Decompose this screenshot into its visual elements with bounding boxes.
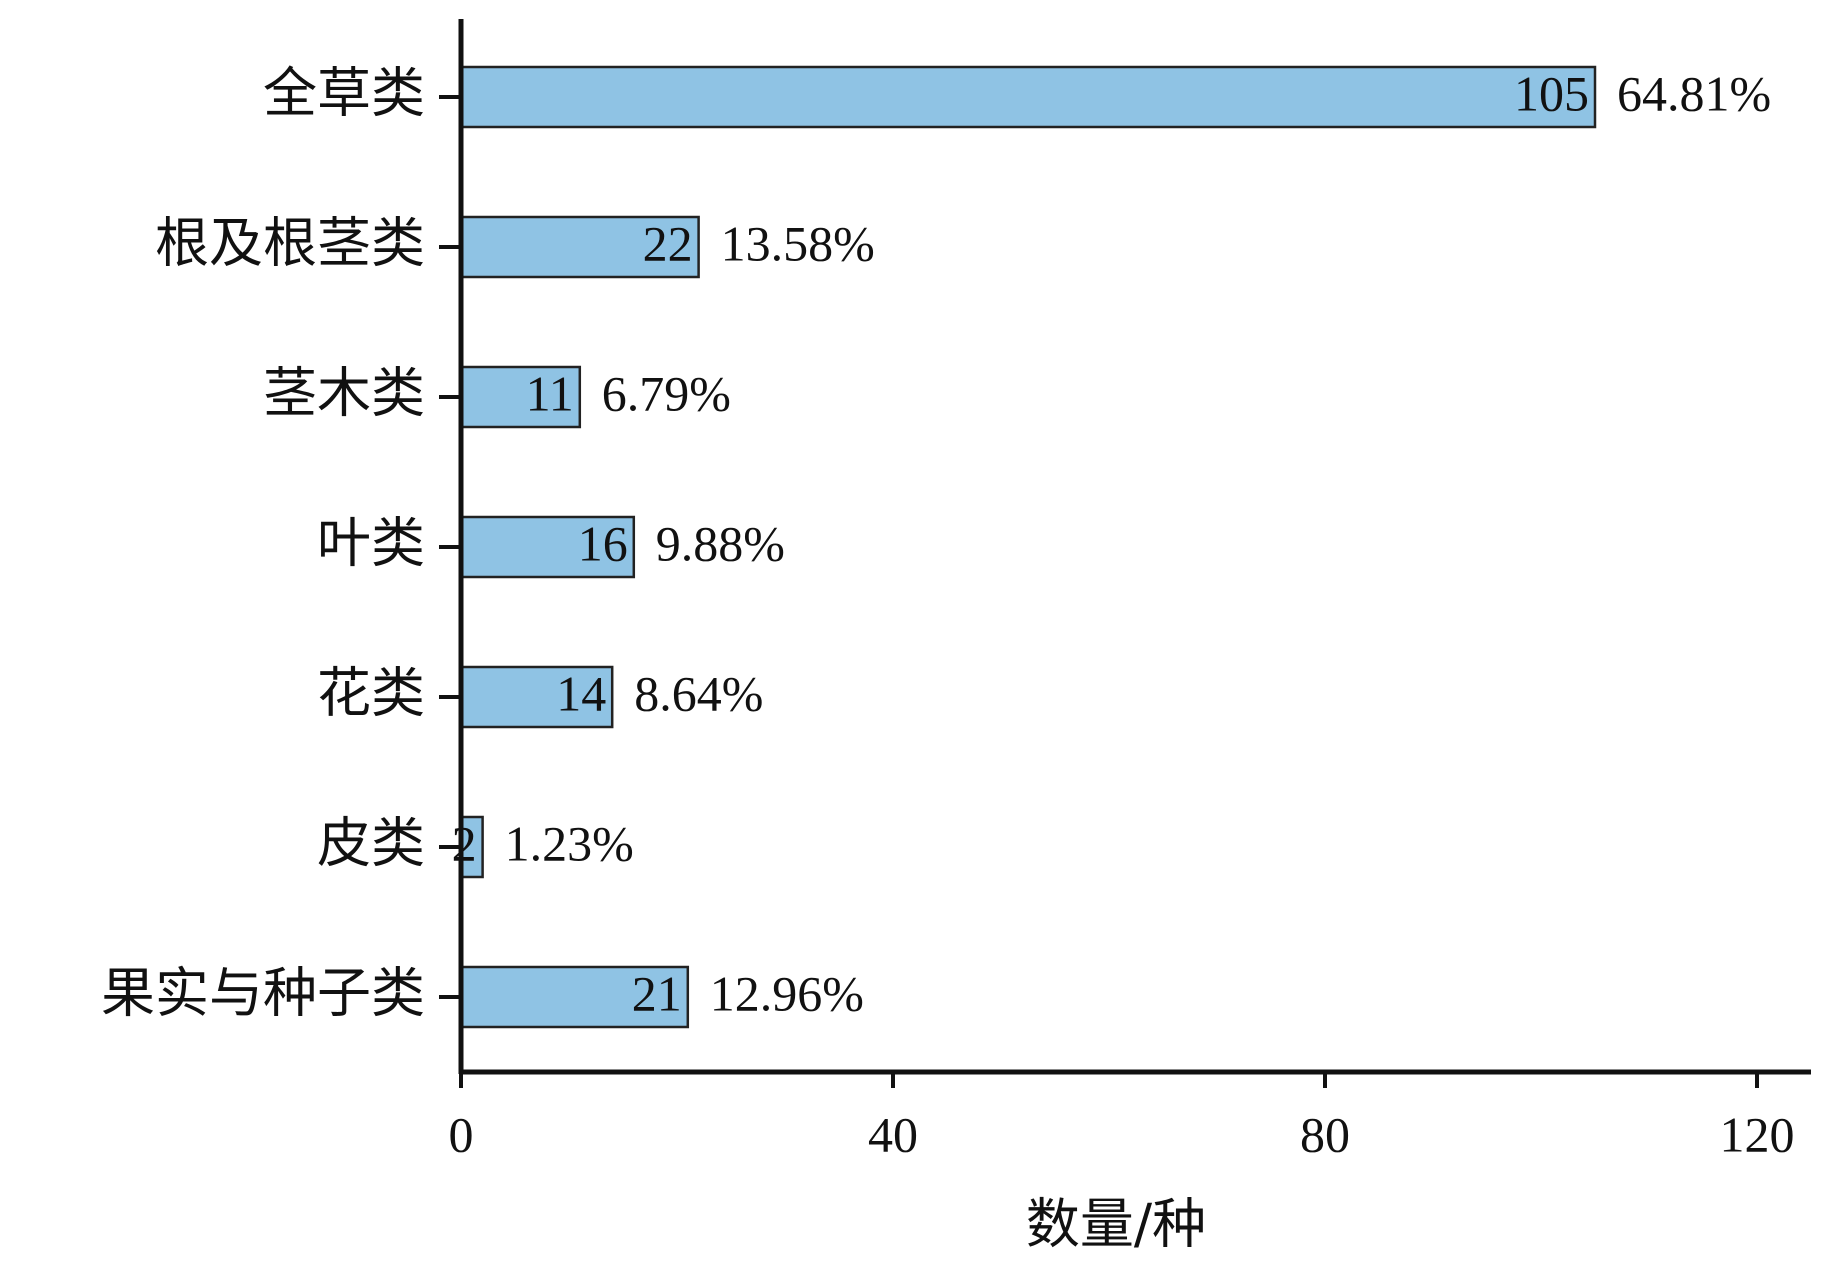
y-tick-label: 果实与种子类 — [101, 962, 425, 1025]
y-tick-label: 叶类 — [317, 512, 425, 575]
value-label: 105 — [1514, 65, 1589, 121]
value-label: 2 — [452, 815, 477, 871]
value-label: 11 — [526, 365, 574, 421]
percent-label: 64.81% — [1617, 65, 1771, 121]
percent-label: 13.58% — [721, 215, 875, 271]
y-tick-label: 根及根茎类 — [155, 212, 425, 275]
value-label: 21 — [632, 965, 682, 1021]
x-tick-label: 40 — [868, 1106, 918, 1162]
x-tick-label: 80 — [1300, 1106, 1350, 1162]
x-tick-label: 0 — [449, 1106, 474, 1162]
value-label: 14 — [556, 665, 606, 721]
percent-label: 6.79% — [602, 365, 731, 421]
x-tick-label: 120 — [1720, 1106, 1795, 1162]
y-tick-label: 花类 — [317, 662, 425, 725]
bar — [459, 65, 1597, 129]
y-tick-label: 茎木类 — [263, 362, 425, 425]
percent-label: 12.96% — [710, 965, 864, 1021]
percent-label: 1.23% — [505, 815, 634, 871]
x-axis-label: 数量/种 — [1026, 1193, 1206, 1256]
percent-label: 8.64% — [634, 665, 763, 721]
value-label: 22 — [643, 215, 693, 271]
bar — [459, 515, 636, 579]
y-tick-label: 全草类 — [263, 62, 425, 125]
bar — [459, 365, 582, 429]
bar — [459, 665, 614, 729]
value-label: 16 — [578, 515, 628, 571]
percent-label: 9.88% — [656, 515, 785, 571]
y-tick-label: 皮类 — [317, 812, 425, 875]
